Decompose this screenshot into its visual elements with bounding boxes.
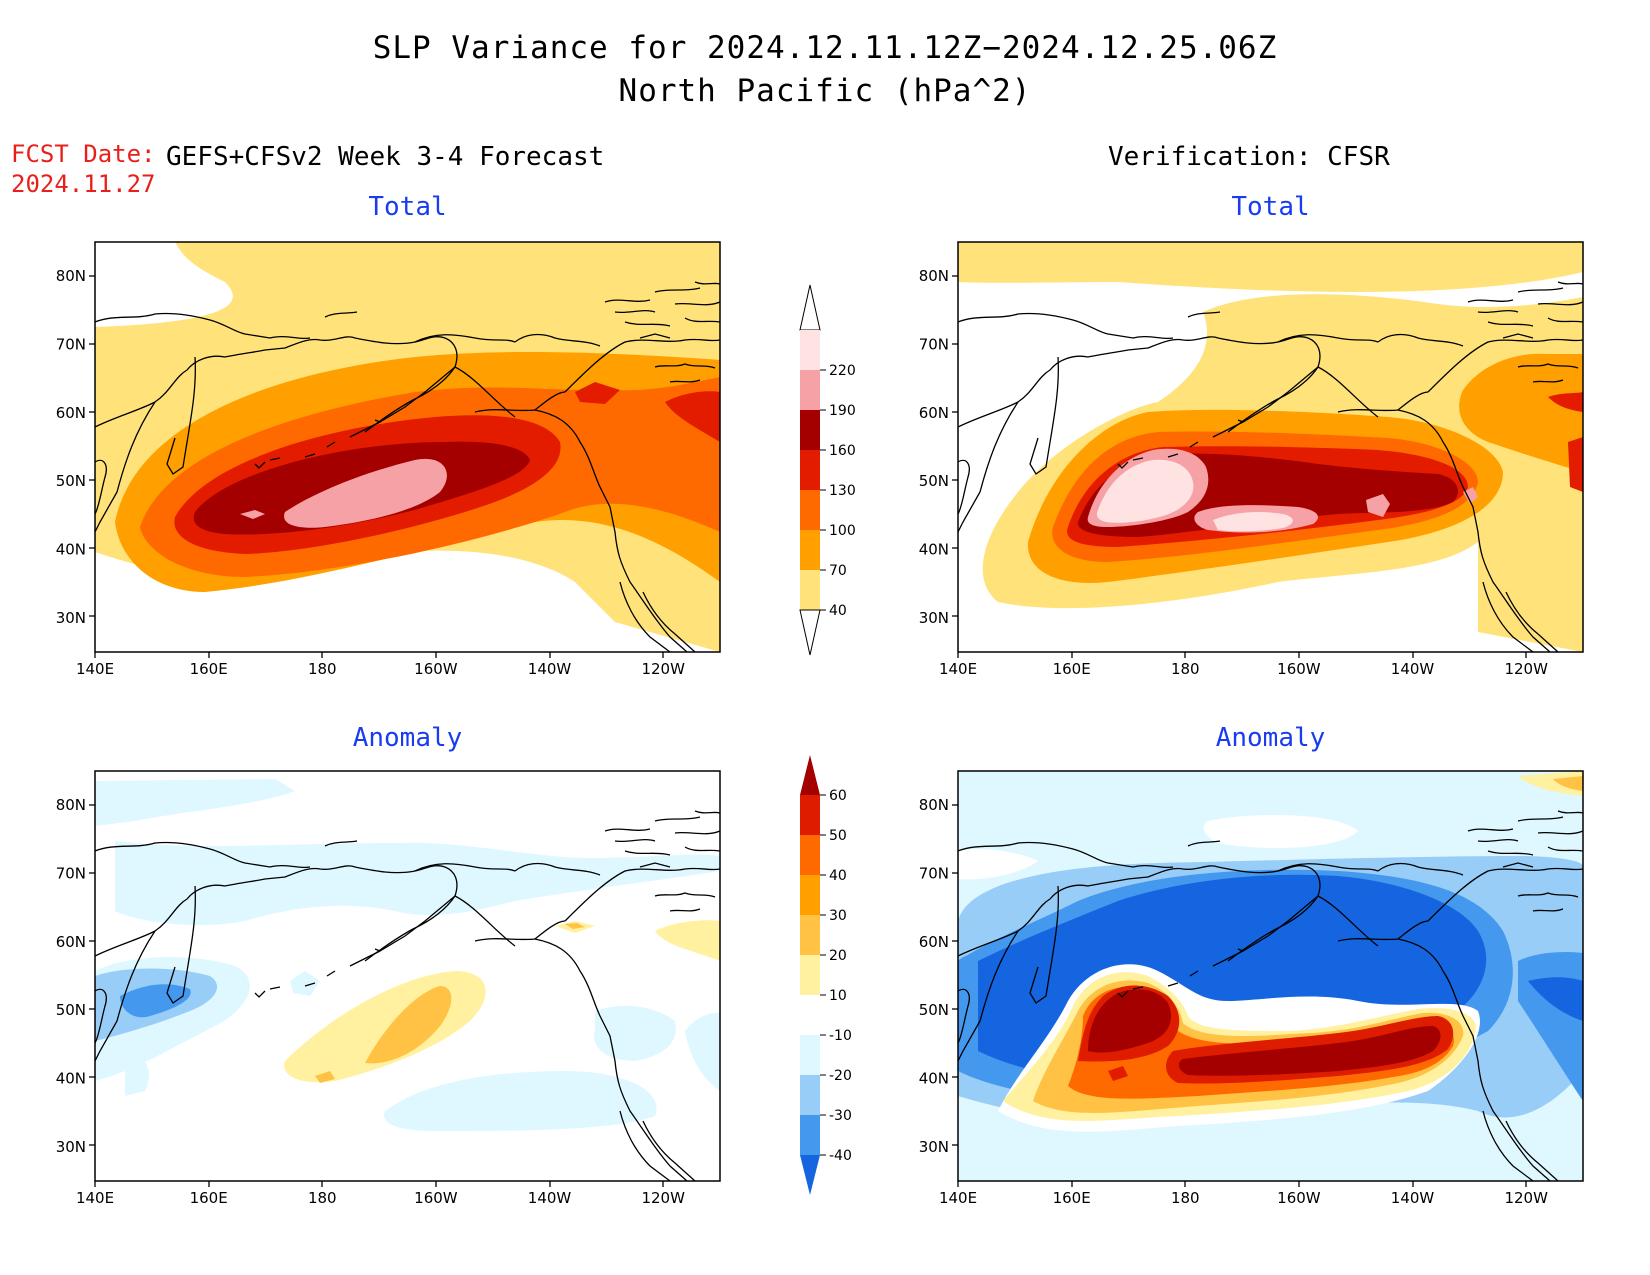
x-tick-label: 120W bbox=[641, 1189, 685, 1207]
axis-labels: 140E 160E 180 160W 140W 120W 80N 70N 60N 50N 40N 30… bbox=[56, 267, 1548, 1207]
map-panel-verification-total bbox=[951, 241, 1584, 659]
x-tick-label: 180 bbox=[308, 1189, 337, 1207]
colorbar-anomaly-label: -40 bbox=[829, 1148, 852, 1164]
x-tick-label: 140W bbox=[528, 1189, 572, 1207]
y-tick-label: 40N bbox=[56, 541, 86, 559]
x-tick-label: 140W bbox=[1391, 660, 1435, 678]
x-tick-label: 180 bbox=[308, 660, 337, 678]
colorbar-anomaly-label: 10 bbox=[829, 988, 847, 1004]
y-tick-label: 60N bbox=[56, 933, 86, 951]
colorbar-total-label: 40 bbox=[829, 603, 847, 619]
y-tick-label: 70N bbox=[919, 336, 949, 354]
y-tick-label: 70N bbox=[56, 865, 86, 883]
colorbar-anomaly-label: -30 bbox=[829, 1108, 852, 1124]
x-tick-label: 120W bbox=[1504, 660, 1548, 678]
colorbar-anomaly-label: -20 bbox=[829, 1068, 852, 1084]
panel-subtitle-forecast-anomaly: Anomaly bbox=[352, 723, 463, 753]
colorbar-anomaly-label: 60 bbox=[829, 788, 847, 804]
map-panel-verification-anomaly bbox=[951, 770, 1584, 1188]
x-tick-label: 160W bbox=[1277, 1189, 1321, 1207]
forecast-date-value: 2024.11.27 bbox=[11, 170, 156, 198]
x-tick-label: 140E bbox=[76, 1189, 114, 1207]
y-tick-label: 80N bbox=[56, 796, 86, 814]
y-tick-label: 60N bbox=[919, 404, 949, 422]
colorbar-anomaly-label: 30 bbox=[829, 908, 847, 924]
left-column-header: GEFS+CFSv2 Week 3-4 Forecast bbox=[166, 142, 605, 172]
colorbar-labels: 40 70 100 130 160 190 220 -40 -30 -20 -10 10 20 30 40 5… bbox=[820, 363, 856, 1164]
x-tick-label: 160E bbox=[190, 660, 228, 678]
y-tick-label: 80N bbox=[919, 796, 949, 814]
colorbar-total-label: 220 bbox=[829, 363, 856, 379]
x-tick-label: 140E bbox=[939, 1189, 977, 1207]
colorbar-anomaly-label: 20 bbox=[829, 948, 847, 964]
colorbar-anomaly-label: 40 bbox=[829, 868, 847, 884]
y-tick-label: 80N bbox=[56, 267, 86, 285]
colorbar-total-label: 130 bbox=[829, 483, 856, 499]
y-tick-label: 50N bbox=[56, 472, 86, 490]
y-tick-label: 30N bbox=[919, 609, 949, 627]
map-panel-forecast-total bbox=[88, 241, 721, 659]
x-tick-label: 140W bbox=[1391, 1189, 1435, 1207]
y-tick-label: 40N bbox=[56, 1070, 86, 1088]
forecast-date-label: FCST Date: bbox=[11, 140, 156, 168]
x-tick-label: 180 bbox=[1171, 660, 1200, 678]
x-tick-label: 120W bbox=[1504, 1189, 1548, 1207]
figure-title-line2: North Pacific (hPa^2) bbox=[618, 73, 1032, 109]
colorbar-total-label: 160 bbox=[829, 443, 856, 459]
y-tick-label: 50N bbox=[919, 472, 949, 490]
colorbar-total bbox=[799, 284, 821, 656]
x-tick-label: 160E bbox=[1053, 660, 1091, 678]
colorbar-anomaly bbox=[800, 755, 820, 1195]
right-column-header: Verification: CFSR bbox=[1108, 142, 1390, 172]
y-tick-label: 70N bbox=[919, 865, 949, 883]
figure-title-line1: SLP Variance for 2024.12.11.12Z−2024.12.… bbox=[372, 30, 1278, 66]
panel-subtitle-verification-anomaly: Anomaly bbox=[1215, 723, 1326, 753]
x-tick-label: 180 bbox=[1171, 1189, 1200, 1207]
colorbar-anomaly-label: -10 bbox=[829, 1028, 852, 1044]
y-tick-label: 60N bbox=[919, 933, 949, 951]
y-tick-label: 70N bbox=[56, 336, 86, 354]
map-panel-forecast-anomaly bbox=[88, 770, 721, 1188]
colorbar-total-label: 100 bbox=[829, 523, 856, 539]
x-tick-label: 160E bbox=[1053, 1189, 1091, 1207]
panel-subtitle-forecast-total: Total bbox=[368, 192, 447, 222]
x-tick-label: 160W bbox=[1277, 660, 1321, 678]
colorbar-total-label: 70 bbox=[829, 563, 847, 579]
panel-subtitle-verification-total: Total bbox=[1231, 192, 1310, 222]
y-tick-label: 50N bbox=[919, 1001, 949, 1019]
y-tick-label: 80N bbox=[919, 267, 949, 285]
x-tick-label: 140E bbox=[76, 660, 114, 678]
x-tick-label: 140W bbox=[528, 660, 572, 678]
y-tick-label: 40N bbox=[919, 541, 949, 559]
y-tick-label: 30N bbox=[56, 609, 86, 627]
x-tick-label: 140E bbox=[939, 660, 977, 678]
y-tick-label: 30N bbox=[919, 1138, 949, 1156]
x-tick-label: 160W bbox=[414, 660, 458, 678]
y-tick-label: 30N bbox=[56, 1138, 86, 1156]
colorbar-total-label: 190 bbox=[829, 403, 856, 419]
x-tick-label: 160E bbox=[190, 1189, 228, 1207]
x-tick-label: 120W bbox=[641, 660, 685, 678]
y-tick-label: 50N bbox=[56, 1001, 86, 1019]
colorbar-anomaly-label: 50 bbox=[829, 828, 847, 844]
y-tick-label: 60N bbox=[56, 404, 86, 422]
x-tick-label: 160W bbox=[414, 1189, 458, 1207]
y-tick-label: 40N bbox=[919, 1070, 949, 1088]
